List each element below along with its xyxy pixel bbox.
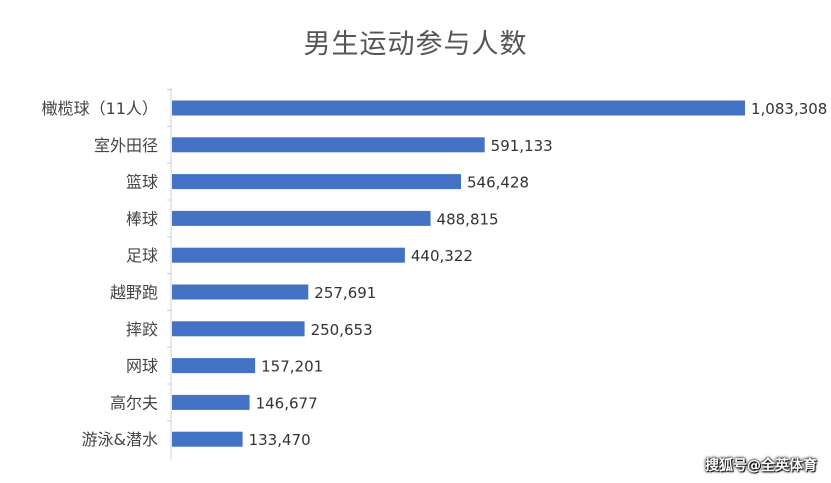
category-label: 室外田径: [94, 136, 158, 155]
value-label: 591,133: [491, 137, 553, 155]
category-label: 游泳&潜水: [82, 430, 158, 449]
bar: [172, 247, 405, 263]
category-label: 篮球: [126, 173, 158, 192]
watermark: 搜狐号@全英体育: [705, 458, 817, 474]
bar: [172, 358, 256, 374]
bar: [172, 321, 305, 337]
value-label: 488,815: [437, 210, 499, 228]
category-label: 越野跑: [110, 283, 158, 302]
value-label: 133,470: [249, 431, 311, 449]
category-label: 棒球: [126, 209, 158, 228]
bar: [172, 284, 309, 300]
category-label: 摔跤: [126, 320, 158, 339]
chart-title: 男生运动参与人数: [303, 29, 528, 60]
bar: [172, 210, 431, 226]
value-label: 146,677: [256, 394, 318, 412]
bar: [172, 100, 745, 116]
value-label: 157,201: [261, 358, 323, 376]
value-label: 546,428: [467, 174, 529, 192]
bar: [172, 137, 485, 153]
bar: [172, 394, 250, 410]
category-label: 高尔夫: [110, 393, 158, 412]
category-label: 足球: [126, 246, 158, 265]
bar: [172, 174, 462, 190]
category-label: 网球: [126, 357, 158, 376]
value-label: 257,691: [314, 284, 376, 302]
bar: [172, 431, 243, 447]
value-label: 1,083,308: [751, 100, 827, 118]
category-label: 橄榄球（11人）: [42, 99, 158, 118]
value-label: 250,653: [311, 321, 373, 339]
value-label: 440,322: [411, 247, 473, 265]
